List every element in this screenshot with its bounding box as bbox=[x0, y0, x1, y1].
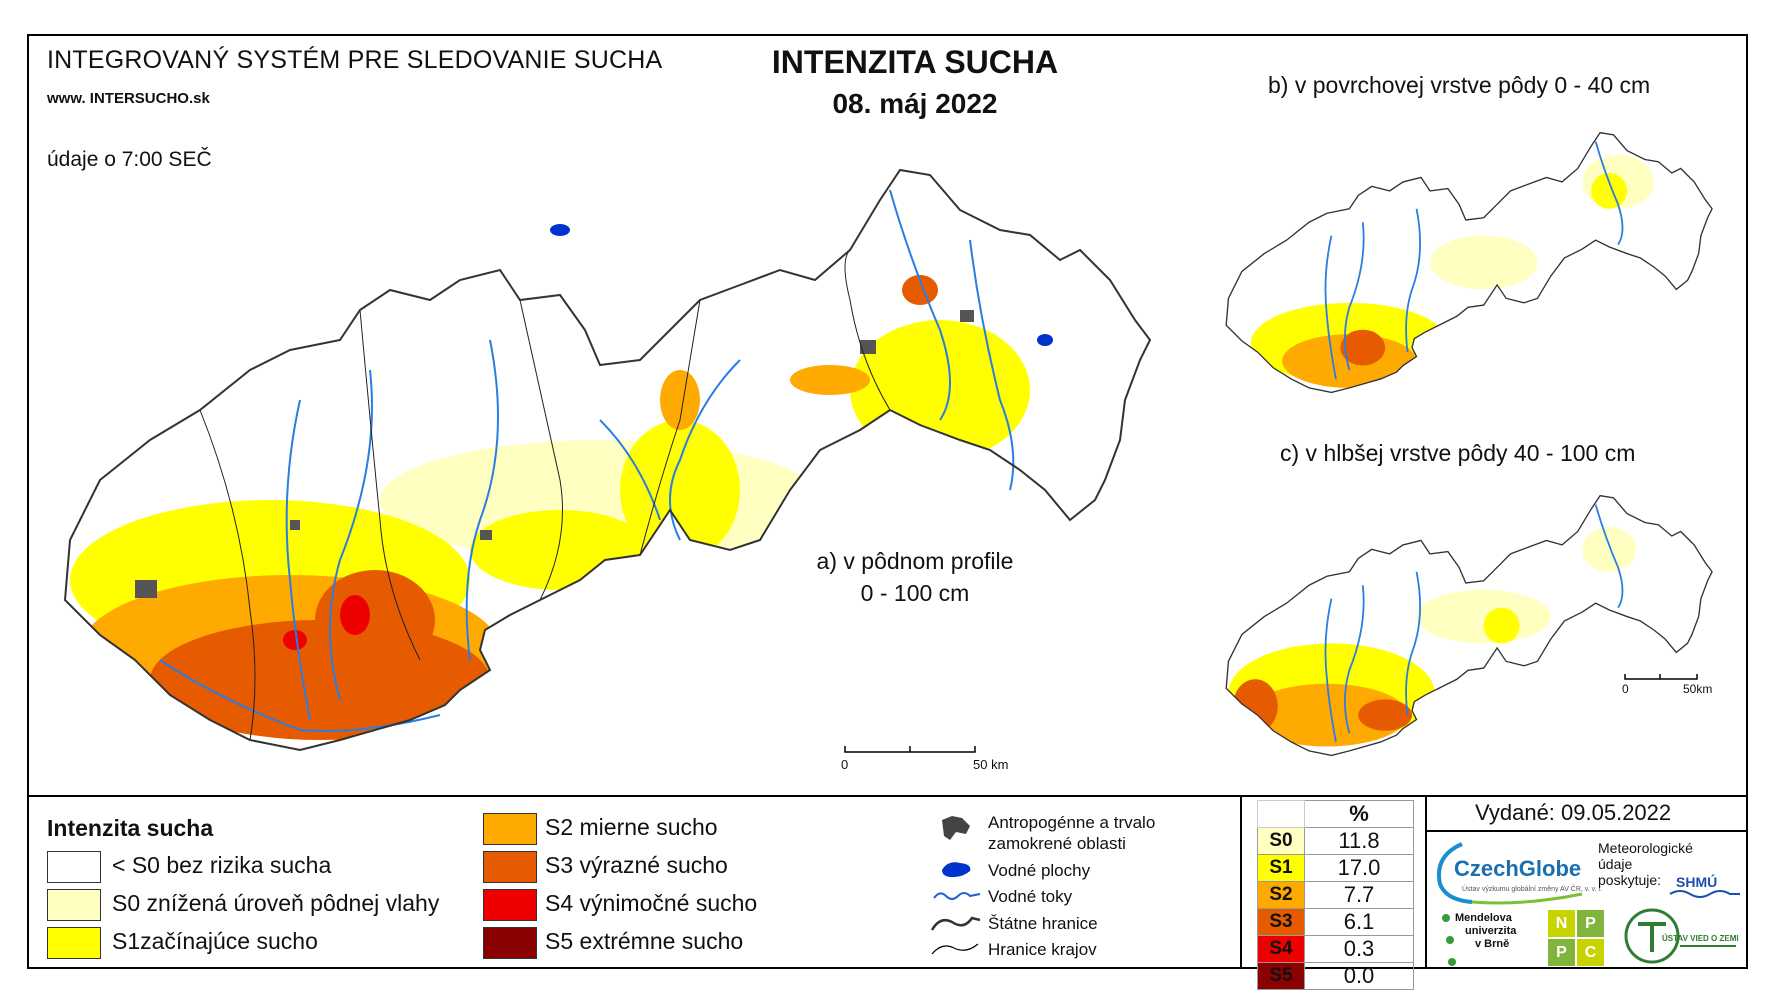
nppc-letter-2: P bbox=[1577, 910, 1604, 937]
map-date: 08. máj 2022 bbox=[832, 88, 998, 119]
uvz-emblem-icon bbox=[1624, 908, 1736, 964]
legend-urban-line2: zamokrené oblasti bbox=[988, 834, 1126, 853]
uvz-name: ÚSTAV VIED O ZEMI bbox=[1662, 934, 1739, 943]
nppc-letter-4: C bbox=[1577, 939, 1604, 966]
legend-swatch-s1 bbox=[47, 927, 101, 959]
drought-percent-table: % S0 11.8 S1 17.0 S2 7.7 S3 6.1 S4 0.3 S… bbox=[1257, 800, 1414, 990]
table-key-s0: S0 bbox=[1257, 827, 1305, 855]
small-scalebar bbox=[1624, 674, 1698, 680]
legend-region-border: Hranice krajov bbox=[988, 940, 1097, 959]
meteo-line2: údaje bbox=[1598, 856, 1633, 872]
table-row: S3 6.1 bbox=[1257, 908, 1414, 936]
uvz-logo: ÚSTAV VIED O ZEMI bbox=[1622, 906, 1740, 966]
legend-title: Intenzita sucha bbox=[47, 815, 214, 841]
legend-swatch-s3 bbox=[483, 851, 537, 883]
panel-b-map bbox=[1225, 131, 1713, 394]
urban-area-icon bbox=[942, 816, 970, 840]
legend-swatch-s4 bbox=[483, 889, 537, 921]
table-value-s4: 0.3 bbox=[1304, 935, 1414, 963]
legend-divider bbox=[27, 795, 1748, 797]
legend-divider-v2 bbox=[1425, 795, 1427, 969]
table-key-s3: S3 bbox=[1257, 908, 1305, 936]
legend-label-s0: S0 znížená úroveň pôdnej vlahy bbox=[112, 890, 440, 916]
meteo-provider: Meteorologické údaje poskytuje: bbox=[1598, 840, 1693, 888]
legend-swatch-s0 bbox=[47, 889, 101, 921]
nppc-letter-1: N bbox=[1548, 910, 1575, 937]
legend-label-s4: S4 výnimočné sucho bbox=[545, 890, 758, 916]
panel-a-depth: 0 - 100 cm bbox=[860, 580, 970, 606]
nppc-logo: N P P C bbox=[1548, 910, 1604, 966]
table-row: S4 0.3 bbox=[1257, 935, 1414, 963]
legend-label-s5: S5 extrémne sucho bbox=[545, 928, 744, 954]
legend-urban-line1: Antropogénne a trvalo bbox=[988, 813, 1156, 832]
legend-label-none: < S0 bez rizika sucha bbox=[112, 852, 332, 878]
table-value-s3: 6.1 bbox=[1304, 908, 1414, 936]
data-time: údaje o 7:00 SEČ bbox=[47, 148, 212, 171]
czechglobe-name: CzechGlobe bbox=[1454, 856, 1582, 881]
small-scalebar-zero: 0 bbox=[1622, 682, 1629, 696]
river-icon bbox=[933, 892, 981, 900]
legend-label-s2: S2 mierne sucho bbox=[545, 814, 718, 840]
issued-divider bbox=[1427, 830, 1748, 832]
website-link[interactable]: www. INTERSUCHO.sk bbox=[47, 90, 210, 107]
table-key-s4: S4 bbox=[1257, 935, 1305, 963]
legend-swatch-s2 bbox=[483, 813, 537, 845]
state-border-icon bbox=[930, 916, 981, 931]
panel-c-label: c) v hlbšej vrstve pôdy 40 - 100 cm bbox=[1280, 440, 1636, 466]
table-header-percent: % bbox=[1304, 800, 1414, 828]
legend-swatch-none bbox=[47, 851, 101, 883]
table-key-s1: S1 bbox=[1257, 854, 1305, 882]
map-title: INTENZITA SUCHA bbox=[771, 44, 1059, 80]
table-value-s5: 0.0 bbox=[1304, 962, 1414, 990]
water-body-icon bbox=[942, 862, 971, 878]
meteo-line3: poskytuje: bbox=[1598, 872, 1662, 888]
table-value-s0: 11.8 bbox=[1304, 827, 1414, 855]
legend-label-s3: S3 výrazné sucho bbox=[545, 852, 728, 878]
legend-rivers: Vodné toky bbox=[988, 887, 1073, 906]
table-value-s2: 7.7 bbox=[1304, 881, 1414, 909]
mendel-line1: Mendelova bbox=[1455, 912, 1512, 924]
mendel-line3: v Brně bbox=[1475, 938, 1510, 950]
legend-water-bodies: Vodné plochy bbox=[988, 861, 1091, 880]
region-border-icon bbox=[931, 943, 979, 955]
main-scalebar-end: 50 km bbox=[973, 757, 1009, 772]
issued-date: Vydané: 09.05.2022 bbox=[1475, 800, 1672, 825]
shmu-wave-icon bbox=[1669, 890, 1740, 898]
legend-label-s1: S1začínajúce sucho bbox=[112, 928, 318, 954]
table-row: S5 0.0 bbox=[1257, 962, 1414, 990]
shmu-logo: SHMÚ bbox=[1668, 874, 1742, 900]
legend-swatch-s5 bbox=[483, 927, 537, 959]
table-key-s5: S5 bbox=[1257, 962, 1305, 990]
table-row: S2 7.7 bbox=[1257, 881, 1414, 909]
main-drought-map bbox=[63, 168, 1152, 752]
table-key-s2: S2 bbox=[1257, 881, 1305, 909]
table-row: S0 11.8 bbox=[1257, 827, 1414, 855]
shmu-text: SHMÚ bbox=[1676, 874, 1718, 890]
main-scalebar-zero: 0 bbox=[841, 757, 849, 772]
meteo-line1: Meteorologické bbox=[1598, 840, 1693, 856]
table-header-row: % bbox=[1257, 800, 1414, 828]
table-row: S1 17.0 bbox=[1257, 854, 1414, 882]
legend-divider-v1 bbox=[1240, 795, 1242, 969]
nppc-letter-3: P bbox=[1548, 939, 1575, 966]
table-value-s1: 17.0 bbox=[1304, 854, 1414, 882]
main-scalebar bbox=[844, 746, 976, 753]
czechglobe-swoosh-icon bbox=[1437, 842, 1583, 905]
panel-a-label: a) v pôdnom profile bbox=[816, 548, 1014, 574]
panel-b-label: b) v povrchovej vrstve pôdy 0 - 40 cm bbox=[1268, 72, 1651, 98]
small-scalebar-end: 50km bbox=[1683, 682, 1713, 696]
panel-c-map bbox=[1225, 494, 1713, 757]
czechglobe-logo: CzechGlobe Ústav výzkumu globální změny … bbox=[1432, 836, 1602, 908]
legend-state-border: Štátne hranice bbox=[988, 914, 1098, 933]
mendel-university-logo: Mendelova univerzita v Brně bbox=[1455, 912, 1516, 951]
mendel-dots-icon bbox=[1442, 914, 1456, 966]
mendel-line2: univerzita bbox=[1465, 925, 1517, 937]
system-name: INTEGROVANÝ SYSTÉM PRE SLEDOVANIE SUCHA bbox=[47, 46, 663, 74]
czechglobe-subtitle: Ústav výzkumu globální změny AV ČR, v. v… bbox=[1462, 886, 1603, 893]
